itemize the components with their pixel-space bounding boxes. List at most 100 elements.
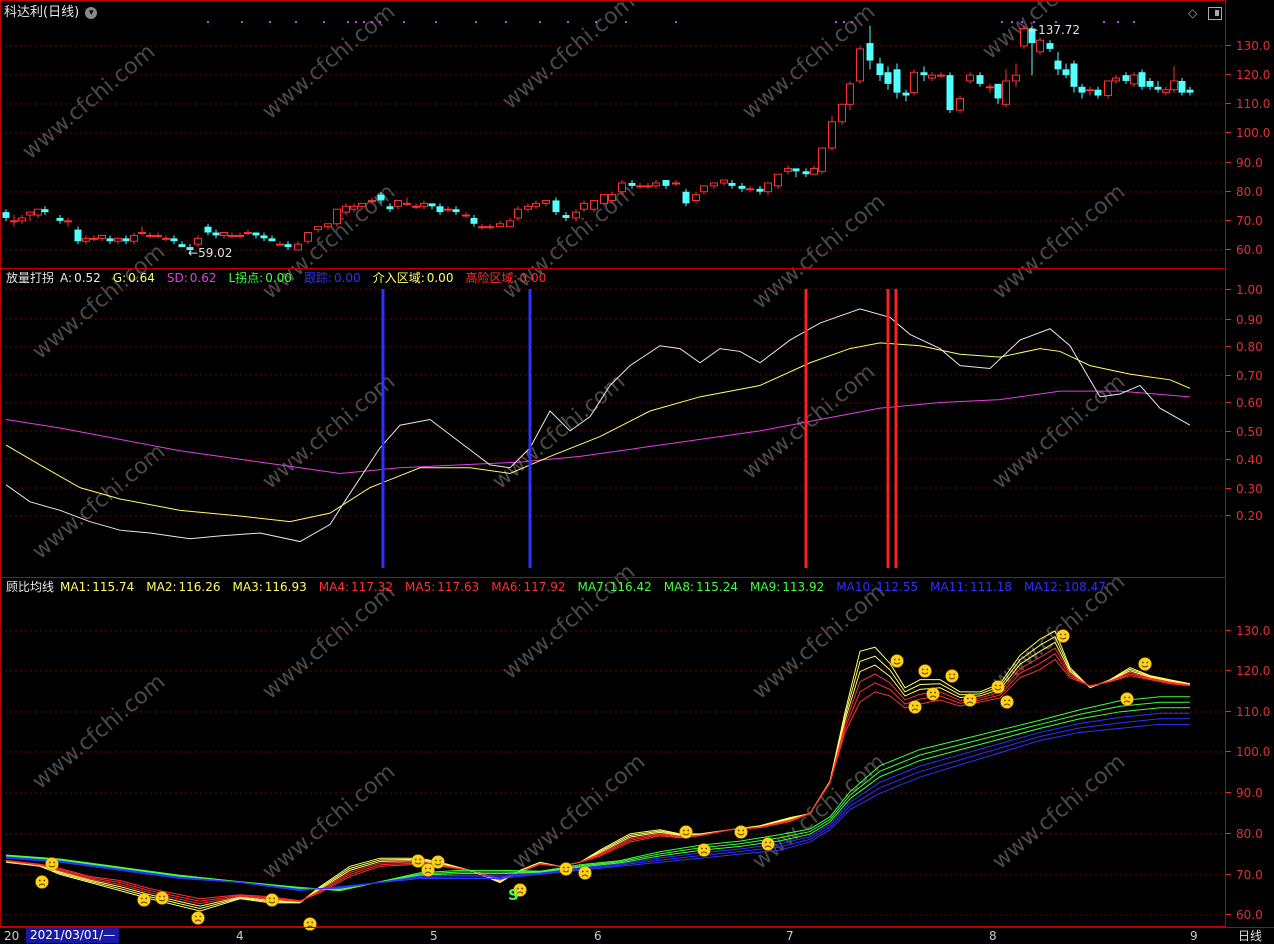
ind2-legend-value: 113.92 <box>782 580 825 594</box>
window-restore-icon[interactable] <box>1208 7 1222 20</box>
smiley-eye <box>769 841 772 844</box>
smiley-face <box>1056 629 1070 643</box>
smiley-mouth <box>893 662 901 665</box>
smiley-eye <box>682 829 685 832</box>
candle-down <box>452 209 460 213</box>
ind2-legend-item: MA9: 113.92 <box>750 580 830 594</box>
smiley-sad-icon <box>1120 692 1134 706</box>
candle-up <box>324 223 332 228</box>
smiley-mouth <box>948 677 956 680</box>
ind2-legend-value: 115.74 <box>92 580 135 594</box>
ma-line-long <box>5 696 1190 892</box>
smiley-face <box>679 825 693 839</box>
smiley-eye <box>742 829 745 832</box>
smiley-mouth <box>562 870 570 873</box>
indicator2-name[interactable]: 顾比均线 <box>6 580 55 594</box>
low-price-marker: ←59.02 <box>188 246 233 260</box>
smiley-eye <box>311 921 314 924</box>
smiley-happy-icon <box>411 854 425 868</box>
smiley-face <box>1000 695 1014 709</box>
ind2-axis-tick: 130.0 <box>1226 625 1274 637</box>
dropdown-icon[interactable]: ▾ <box>85 6 98 19</box>
ind1-axis-tick: 0.50 <box>1226 426 1274 438</box>
candle-up <box>774 173 782 187</box>
diamond-icon[interactable]: ◇ <box>1188 6 1198 20</box>
candle-up <box>130 234 138 242</box>
smiley-mouth <box>581 874 589 877</box>
candle-up <box>580 202 588 210</box>
smiley-eye <box>705 847 708 850</box>
smiley-happy-icon <box>559 862 573 876</box>
candle-down <box>994 83 1002 99</box>
period-label[interactable]: 日线 <box>1226 927 1274 944</box>
candle-up <box>294 243 302 251</box>
candle-up <box>342 205 350 213</box>
candle-down <box>1154 86 1162 90</box>
ind2-axis-tick: 110.0 <box>1226 706 1274 718</box>
candle-up <box>1020 28 1028 47</box>
main-axis-tick: 120.0 <box>1226 69 1274 81</box>
a-line <box>5 308 1191 543</box>
signal-dot <box>379 21 381 23</box>
ma-line-long <box>5 723 1190 892</box>
smiley-eye <box>43 879 46 882</box>
candle-up <box>244 232 252 235</box>
smiley-eye <box>921 668 924 671</box>
candle-up <box>138 232 146 235</box>
candle-down <box>170 238 178 242</box>
candle-down <box>252 232 260 236</box>
ind2-legend-label: MA3: <box>232 580 263 594</box>
ind2-legend-label: MA4: <box>318 580 350 594</box>
smiley-happy-icon <box>265 893 279 907</box>
candle-down <box>976 75 984 84</box>
candle-up <box>18 217 26 222</box>
smiley-eye <box>953 673 956 676</box>
ind1-legend-item: G: 0.64 <box>113 271 161 285</box>
smiley-mouth <box>764 845 772 848</box>
candle-down <box>1070 63 1078 87</box>
ma-line-long <box>5 712 1190 890</box>
smiley-eye <box>764 841 767 844</box>
candle-up <box>838 103 846 123</box>
candle-up <box>514 208 522 219</box>
ind2-legend-value: 117.63 <box>437 580 480 594</box>
candle-up <box>162 237 170 240</box>
signal-dot <box>363 21 365 23</box>
ind2-legend-label: MA7: <box>577 580 608 594</box>
signal-dot <box>1133 21 1135 23</box>
ind1-axis-tick: 0.90 <box>1226 314 1274 326</box>
ind1-legend-item: 高险区域: 0.00 <box>465 271 552 285</box>
smiley-mouth <box>1003 703 1011 706</box>
smiley-eye <box>434 859 437 862</box>
ind1-legend-label: A: <box>60 271 73 285</box>
smiley-mouth <box>268 901 276 904</box>
signal-dot <box>323 21 325 23</box>
candle-down <box>1078 86 1086 93</box>
signal-dot <box>1001 21 1003 23</box>
candle-up <box>478 226 486 229</box>
stock-title-text: 科达利(日线) <box>4 5 80 20</box>
ind1-legend-item: 跟踪: 0.00 <box>304 271 367 285</box>
candle-up <box>928 74 936 79</box>
candle-up <box>818 147 826 172</box>
main-axis-tick: 60.0 <box>1226 244 1274 256</box>
smiley-face <box>137 893 151 907</box>
candle-down <box>268 238 276 242</box>
high-price-marker: ←137.72 <box>1028 23 1081 37</box>
candle-up <box>26 211 34 216</box>
smiley-eye <box>929 691 932 694</box>
candle-up <box>784 167 792 172</box>
candle-down <box>212 232 220 236</box>
smiley-happy-icon <box>1138 657 1152 671</box>
ind1-axis-tick: 0.20 <box>1226 510 1274 522</box>
candle-up <box>966 74 974 82</box>
signal-dot <box>371 21 373 23</box>
smiley-happy-icon <box>1056 629 1070 643</box>
candle-up <box>220 232 228 236</box>
candle-down <box>1138 72 1146 87</box>
indicator1-name[interactable]: 放量打拐 <box>6 271 55 285</box>
candle-down <box>1062 69 1070 76</box>
smiley-mouth <box>1059 637 1067 640</box>
candle-up <box>64 220 72 223</box>
